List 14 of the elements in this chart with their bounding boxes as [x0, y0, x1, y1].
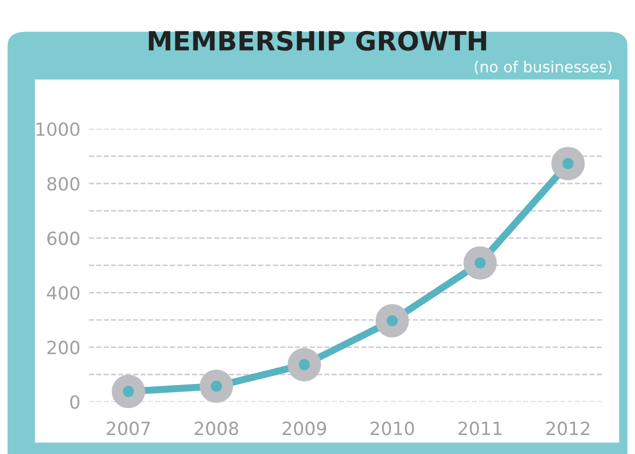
- chart-title: MEMBERSHIP GROWTH: [148, 30, 486, 51]
- y-tick-label: 600: [47, 232, 80, 246]
- y-tick-label: 800: [47, 176, 80, 191]
- y-tick-label: 1000: [36, 122, 80, 136]
- chart-subtitle: (no of businesses): [474, 60, 612, 74]
- y-tick-label: 200: [47, 340, 80, 354]
- x-tick-label: 2008: [194, 422, 238, 436]
- x-tick-label: 2011: [458, 422, 502, 436]
- x-tick-label: 2010: [370, 422, 414, 436]
- y-tick-label: 400: [46, 286, 80, 300]
- x-tick-label: 2009: [282, 422, 326, 436]
- x-tick-label: 2012: [546, 422, 590, 436]
- x-tick-label: 2007: [106, 422, 150, 436]
- y-tick-label: 0: [70, 395, 80, 409]
